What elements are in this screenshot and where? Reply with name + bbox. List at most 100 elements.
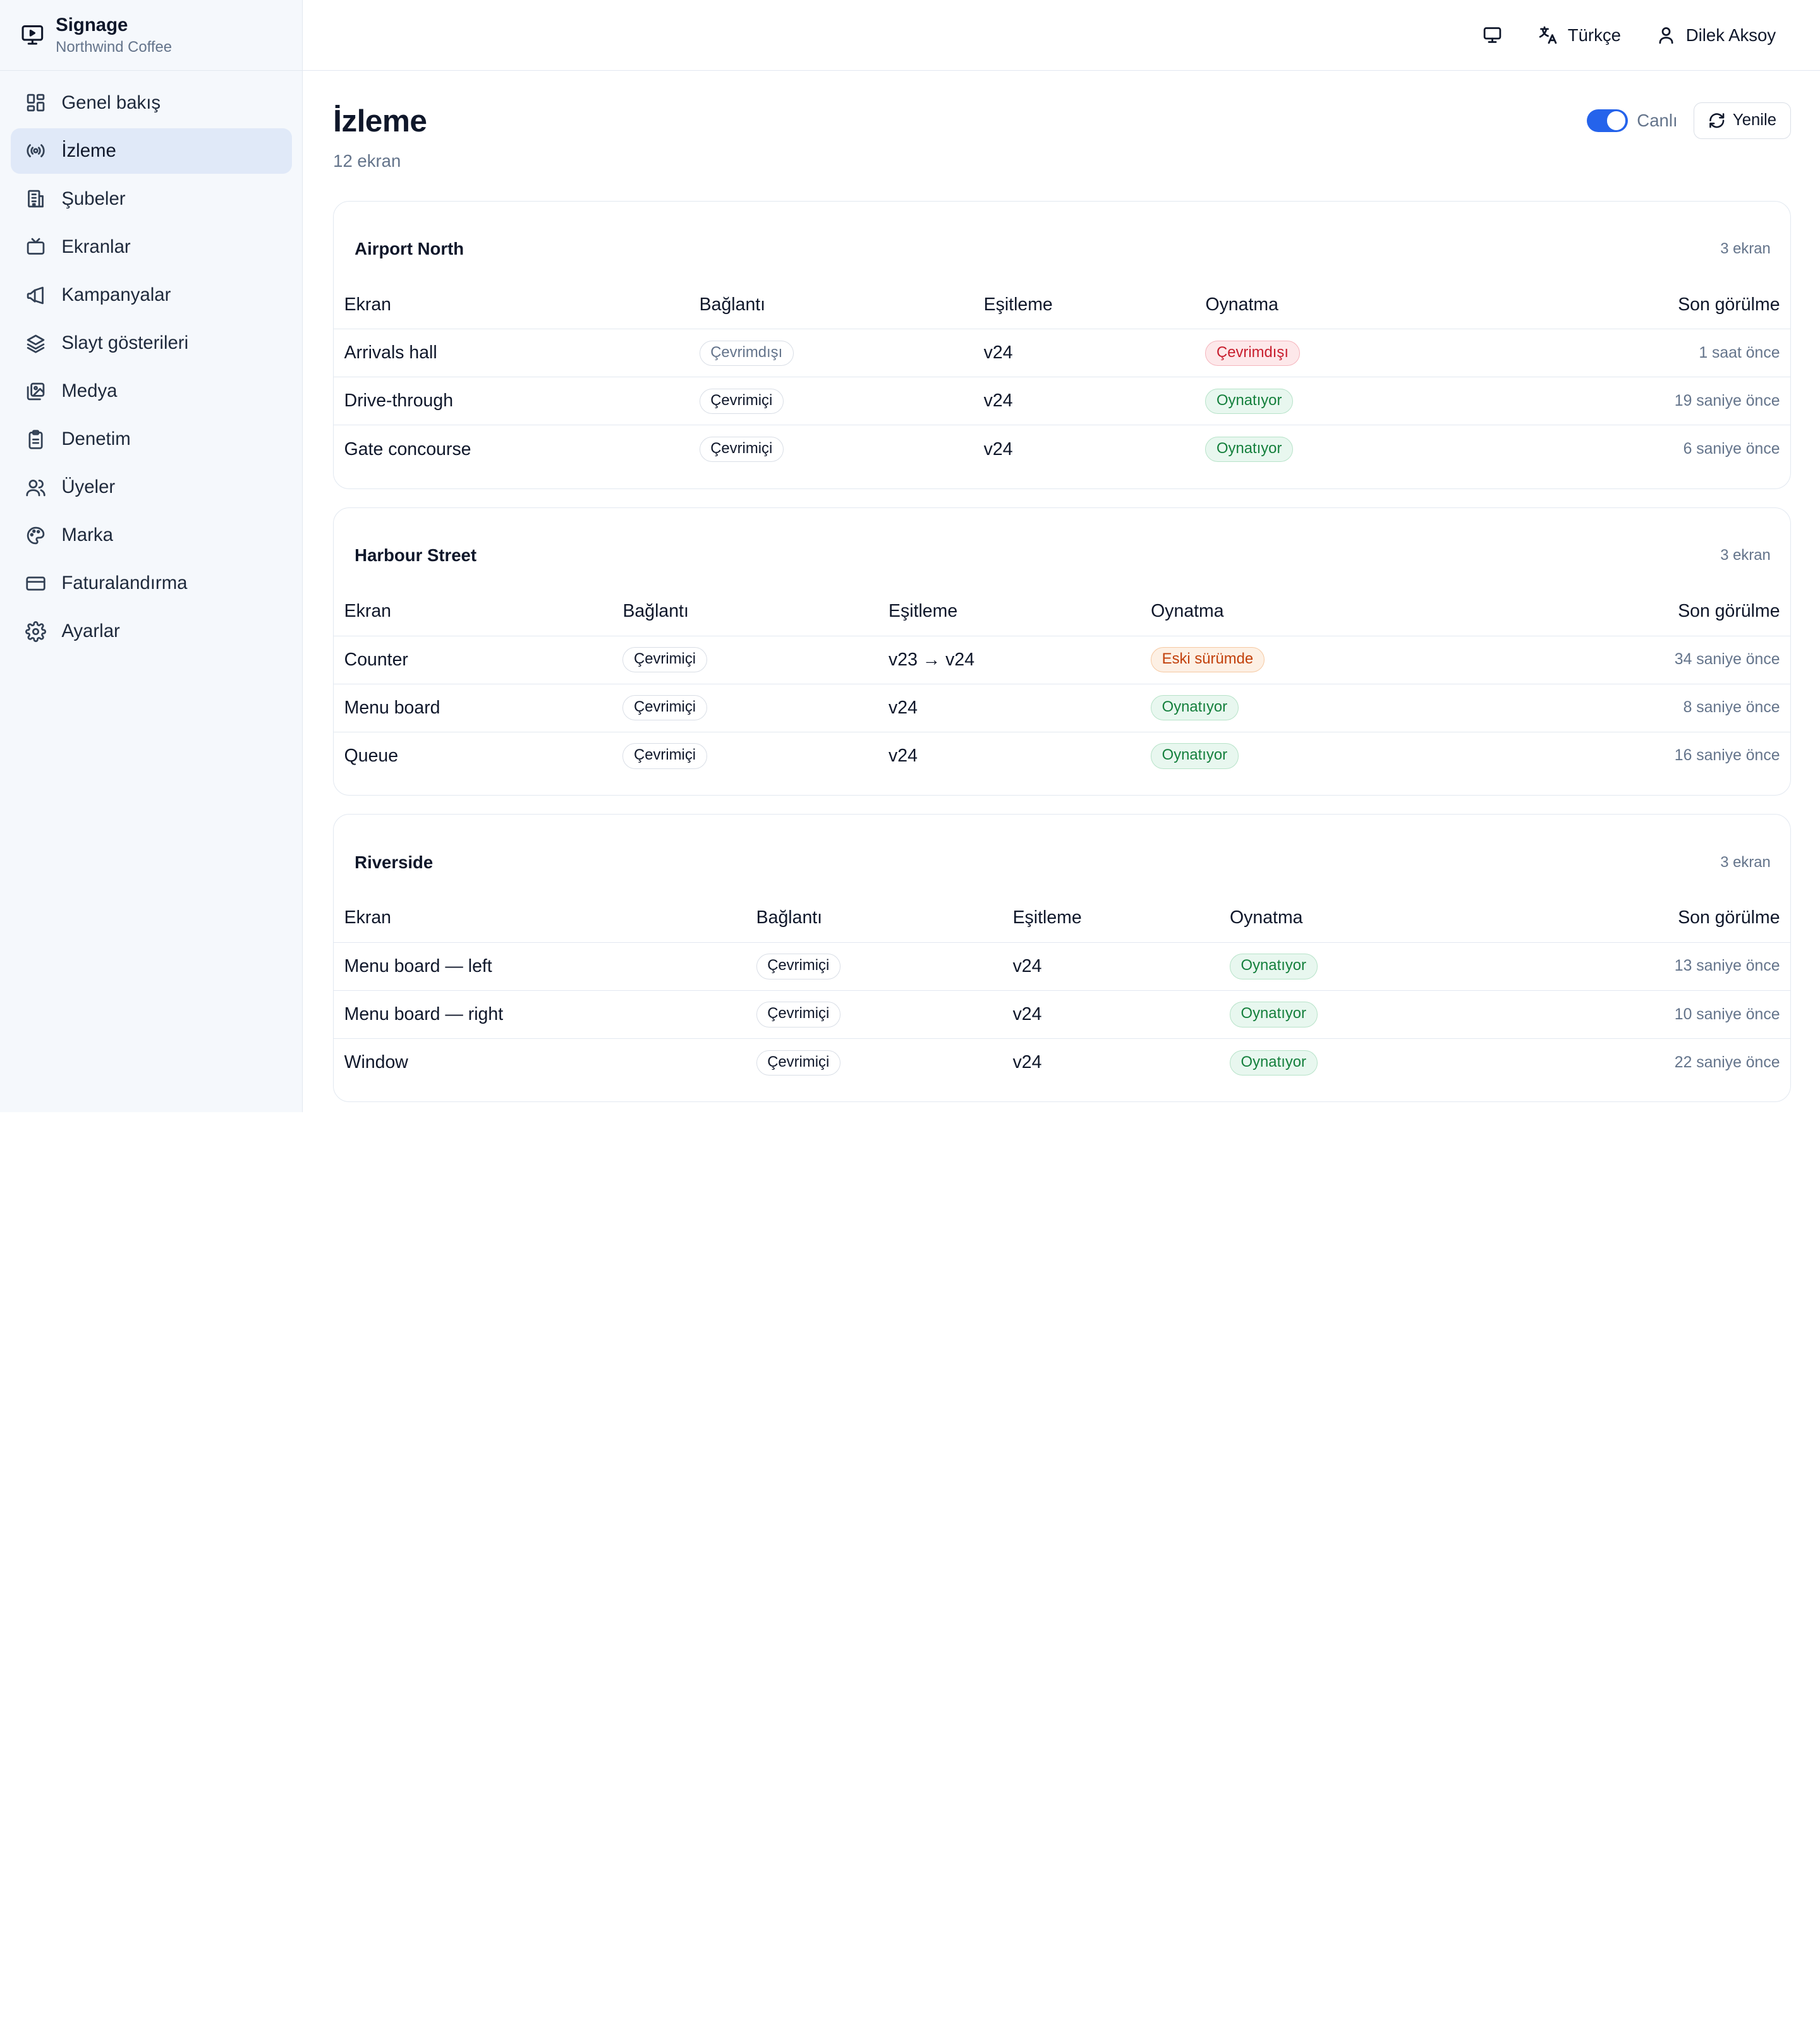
sidebar-item-label: İzleme xyxy=(61,140,116,161)
topbar: Türkçe Dilek Aksoy xyxy=(303,0,1820,71)
sidebar-item-faturalandirma[interactable]: Faturalandırma xyxy=(11,561,292,606)
sidebar-item-i-zleme[interactable]: İzleme xyxy=(10,128,292,174)
table-row[interactable]: Menu board — right Çevrimiçi v24 Oynatıyor 1… xyxy=(334,990,1791,1039)
sidebar-item-ayarlar[interactable]: Ayarlar xyxy=(11,609,292,654)
header-actions: Canlı Yenile xyxy=(1587,102,1792,140)
screens-table: Ekran Bağlantı Eşitleme Oynatma Son görülme A… xyxy=(334,294,1791,473)
layers-icon xyxy=(25,333,46,354)
column-header: Bağlantı xyxy=(622,601,689,622)
sidebar-item-slayt-gosterileri[interactable]: Slayt gösterileri xyxy=(11,320,292,366)
table-row[interactable]: Gate concourse Çevrimiçi v24 Oynatıyor 6 san… xyxy=(334,425,1791,473)
language-label: Türkçe xyxy=(1567,25,1621,45)
sidebar-nav: Genel bakış İzleme Şubeler Ekranlar Kampanya… xyxy=(0,71,302,664)
table-row[interactable]: Queue Çevrimiçi v24 Oynatıyor 16 saniye önce xyxy=(334,731,1791,780)
screen-name: Drive-through xyxy=(334,377,700,425)
live-toggle[interactable] xyxy=(1587,109,1628,133)
sidebar-item-uyeler[interactable]: Üyeler xyxy=(11,464,292,510)
dashboard-icon xyxy=(25,92,46,113)
screen-name: Window xyxy=(334,1038,756,1087)
credit-card-icon xyxy=(25,573,46,594)
translate-icon xyxy=(1538,25,1558,45)
screen-name: Queue xyxy=(334,731,623,780)
column-header: Ekran xyxy=(344,907,391,928)
sidebar-item-label: Faturalandırma xyxy=(61,573,188,594)
user-menu-button[interactable]: Dilek Aksoy xyxy=(1656,25,1776,45)
table-row[interactable]: Menu board — left Çevrimiçi v24 Oynatıyor 13… xyxy=(334,942,1791,991)
brand-title: Signage xyxy=(56,15,128,36)
column-header: Bağlantı xyxy=(699,294,766,315)
table-row[interactable]: Drive-through Çevrimiçi v24 Oynatıyor 19 san… xyxy=(334,377,1791,425)
screens-table: Ekran Bağlantı Eşitleme Oynatma Son görülme M… xyxy=(334,907,1791,1087)
column-header: Son görülme xyxy=(1678,294,1780,315)
toggle-knob xyxy=(1606,111,1625,130)
playback-status-badge: Oynatıyor xyxy=(1151,743,1239,769)
playback-status-badge: Oynatıyor xyxy=(1230,954,1318,979)
images-icon xyxy=(25,381,46,402)
column-header: Bağlantı xyxy=(756,907,823,928)
table-row[interactable]: Counter Çevrimiçi v23 → v24 Eski sürümde 34 … xyxy=(334,635,1791,684)
group-header: Riverside 3 ekran xyxy=(334,815,1790,907)
group-title: Harbour Street xyxy=(355,545,477,566)
display-button[interactable] xyxy=(1482,25,1503,45)
megaphone-icon xyxy=(25,285,46,306)
sidebar-item-denetim[interactable]: Denetim xyxy=(11,416,292,462)
sidebar-item-label: Genel bakış xyxy=(61,92,161,113)
sidebar-item-marka[interactable]: Marka xyxy=(11,512,292,558)
column-header: Eşitleme xyxy=(1012,907,1082,928)
table-row[interactable]: Menu board Çevrimiçi v24 Oynatıyor 8 saniye … xyxy=(334,683,1791,732)
connection-badge: Çevrimiçi xyxy=(699,436,784,463)
screen-name: Menu board — right xyxy=(334,990,756,1039)
playback-status-badge: Oynatıyor xyxy=(1230,1050,1318,1076)
language-button[interactable]: Türkçe xyxy=(1538,25,1621,45)
connection-badge: Çevrimiçi xyxy=(756,1050,840,1076)
monitor-play-icon xyxy=(21,23,44,47)
column-header: Son görülme xyxy=(1678,907,1780,928)
palette-icon xyxy=(25,525,46,546)
table-row[interactable]: Window Çevrimiçi v24 Oynatıyor 22 saniye önc… xyxy=(334,1038,1791,1087)
sync-version: v24 xyxy=(1012,942,1230,991)
sync-version: v24 xyxy=(1012,990,1230,1039)
live-label: Canlı xyxy=(1637,110,1678,130)
playback-status-badge: Oynatıyor xyxy=(1205,388,1293,414)
sync-version: v24 xyxy=(889,683,1151,732)
last-seen: 10 saniye önce xyxy=(1558,990,1791,1039)
group-header: Harbour Street 3 ekran xyxy=(334,508,1790,601)
sidebar-item-genel-bakis[interactable]: Genel bakış xyxy=(11,80,292,126)
refresh-button[interactable]: Yenile xyxy=(1694,102,1792,140)
connection-badge: Çevrimiçi xyxy=(756,1002,840,1028)
brand[interactable]: Signage Northwind Coffee xyxy=(0,0,303,71)
page-title: İzleme xyxy=(333,102,427,138)
screen-name: Menu board — left xyxy=(334,942,756,991)
clipboard-icon xyxy=(25,429,46,450)
tv-icon xyxy=(25,236,46,257)
sidebar: Signage Northwind Coffee Genel bakış İzle… xyxy=(0,0,303,1112)
last-seen: 16 saniye önce xyxy=(1558,731,1791,780)
last-seen: 34 saniye önce xyxy=(1558,635,1791,684)
column-header: Oynatma xyxy=(1205,294,1278,315)
screen-name: Menu board xyxy=(334,683,623,732)
last-seen: 1 saat önce xyxy=(1558,329,1791,377)
last-seen: 13 saniye önce xyxy=(1558,942,1791,991)
sidebar-item-medya[interactable]: Medya xyxy=(11,368,292,414)
sidebar-item-ekranlar[interactable]: Ekranlar xyxy=(11,224,292,270)
playback-status-badge: Eski sürümde xyxy=(1151,646,1265,673)
page-header: İzleme 12 ekran Canlı Yenile xyxy=(333,71,1792,201)
sidebar-item-kampanyalar[interactable]: Kampanyalar xyxy=(11,272,292,318)
screen-name: Counter xyxy=(334,635,623,684)
group-count: 3 ekran xyxy=(1720,240,1771,258)
playback-status-badge: Çevrimdışı xyxy=(1205,340,1300,366)
user-name: Dilek Aksoy xyxy=(1685,25,1776,45)
sidebar-item-label: Ayarlar xyxy=(61,621,120,642)
monitor-icon xyxy=(1482,25,1503,45)
column-header: Eşitleme xyxy=(889,601,958,622)
group-title: Riverside xyxy=(355,852,434,872)
sidebar-item-label: Ekranlar xyxy=(61,236,131,257)
content: İzleme 12 ekran Canlı Yenile xyxy=(303,71,1820,1112)
sidebar-item-subeler[interactable]: Şubeler xyxy=(11,176,292,222)
table-row[interactable]: Arrivals hall Çevrimdışı v24 Çevrimdışı 1 sa… xyxy=(334,329,1791,377)
connection-badge: Çevrimiçi xyxy=(622,646,707,673)
live-toggle-group: Canlı xyxy=(1587,109,1678,133)
connection-badge: Çevrimiçi xyxy=(622,743,707,769)
group-count: 3 ekran xyxy=(1720,853,1771,871)
connection-badge: Çevrimdışı xyxy=(699,340,794,366)
